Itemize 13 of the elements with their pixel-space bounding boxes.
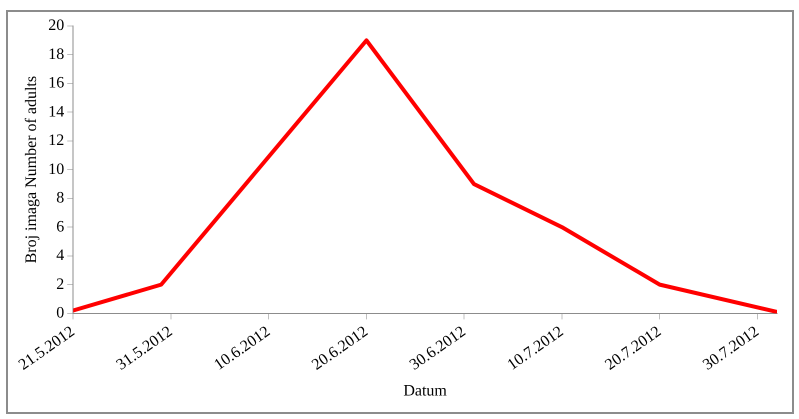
y-tick-label: 20 — [48, 17, 64, 34]
y-tick-label: 16 — [48, 74, 64, 92]
y-tick-label: 8 — [56, 190, 64, 207]
y-tick-label: 6 — [56, 218, 64, 236]
y-tick-label: 14 — [48, 103, 64, 120]
y-tick-label: 0 — [56, 304, 64, 322]
y-tick-label: 10 — [48, 160, 64, 178]
x-axis-title: Datum — [403, 382, 448, 400]
y-tick-label: 18 — [48, 46, 64, 63]
y-axis-title: Broj imaga Number of adults — [22, 76, 40, 264]
y-tick-label: 2 — [56, 276, 64, 293]
y-tick-label: 4 — [56, 247, 64, 264]
y-tick-label: 12 — [48, 132, 64, 150]
